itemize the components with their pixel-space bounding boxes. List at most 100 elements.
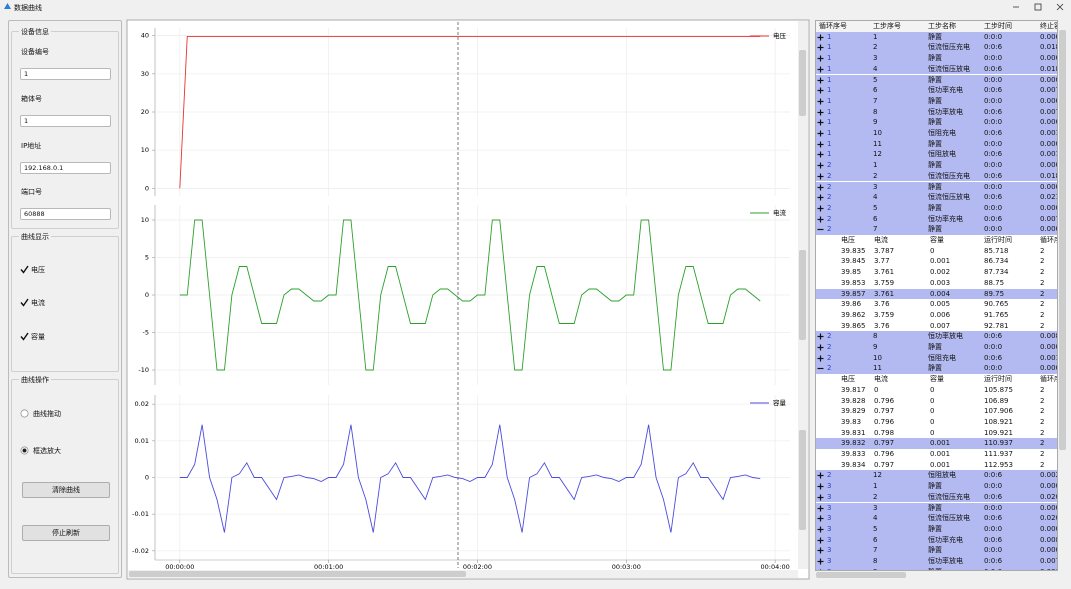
expander[interactable] (817, 98, 824, 105)
text-input[interactable]: 1 (20, 68, 111, 80)
expander[interactable] (817, 55, 824, 62)
step-row[interactable]: 1 8 恒功率放电 0:0:6 0.007 (816, 106, 1057, 118)
expander[interactable] (817, 44, 824, 51)
step-row[interactable]: 1 3 静置 0:0:0 0.000 (816, 53, 1057, 64)
expander[interactable] (817, 226, 824, 233)
step-row[interactable]: 1 5 静置 0:0:0 0.000 (816, 74, 1057, 86)
detail-row[interactable]: 39.834 0.797 0.001 112.953 2 (816, 459, 1057, 471)
scroll-thumb[interactable] (799, 430, 806, 530)
step-row[interactable]: 2 4 恒流恒压放电 0:0:6 0.021 (816, 192, 1057, 203)
expander[interactable] (817, 205, 824, 212)
detail-row[interactable]: 39.865 3.76 0.007 92.781 2 (816, 320, 1057, 332)
expander[interactable] (817, 483, 824, 490)
expander[interactable] (817, 151, 824, 158)
step-row[interactable]: 1 4 恒流恒压放电 0:0:6 0.018 (816, 63, 1057, 75)
text-input[interactable]: 60888 (20, 208, 111, 220)
expander[interactable] (817, 515, 824, 522)
step-row[interactable]: 1 10 恒阻充电 0:0:6 0.001 (816, 128, 1057, 139)
step-row[interactable]: 1 1 静置 0:0:0 0.000 (816, 31, 1057, 43)
text-input[interactable]: 1 (20, 115, 111, 127)
expander[interactable] (817, 526, 824, 533)
step-row[interactable]: 2 11 静置 0:0:0 0.000 (816, 363, 1057, 375)
button[interactable]: 清除曲线 (22, 482, 110, 498)
step-row[interactable]: 2 1 静置 0:0:0 0.000 (816, 160, 1057, 171)
expander[interactable] (817, 34, 824, 41)
expander[interactable] (817, 505, 824, 512)
scroll-thumb[interactable] (1059, 30, 1066, 450)
step-row[interactable]: 1 12 恒阻放电 0:0:6 0.001 (816, 149, 1057, 161)
expander[interactable] (817, 365, 824, 372)
expander[interactable] (817, 173, 824, 180)
expander[interactable] (817, 494, 824, 501)
detail-row[interactable]: 39.817 0 0 105.875 2 (816, 384, 1057, 396)
scroll-thumb[interactable] (816, 572, 906, 578)
step-row[interactable]: 3 7 静置 0:0:0 0.000 (816, 545, 1057, 556)
detail-row[interactable]: 39.83 0.796 0 108.921 2 (816, 416, 1057, 428)
expander[interactable] (817, 130, 824, 137)
detail-row[interactable]: 39.845 3.77 0.001 86.734 2 (816, 256, 1057, 268)
expander[interactable] (817, 344, 824, 351)
step-row[interactable]: 2 7 静置 0:0:0 0.000 (816, 224, 1057, 235)
expander[interactable] (817, 77, 824, 84)
detail-row[interactable]: 39.832 0.797 0.001 110.937 2 (816, 438, 1057, 449)
detail-row[interactable]: 39.833 0.796 0.001 111.937 2 (816, 449, 1057, 460)
step-row[interactable]: 2 9 静置 0:0:0 0.000 (816, 342, 1057, 353)
detail-row[interactable]: 39.85 3.761 0.002 87.734 2 (816, 267, 1057, 278)
step-row[interactable]: 2 10 恒阻充电 0:0:6 0.001 (816, 352, 1057, 364)
step-row[interactable]: 3 5 静置 0:0:0 0.000 (816, 523, 1057, 535)
checkbox[interactable] (20, 332, 29, 341)
step-row[interactable]: 1 2 恒流恒压充电 0:0:6 0.018 (816, 42, 1057, 54)
detail-row[interactable]: 39.857 3.761 0.004 89.75 2 (816, 288, 1057, 300)
step-row[interactable]: 2 2 恒流恒压充电 0:0:6 0.018 (816, 170, 1057, 182)
expander[interactable] (817, 355, 824, 362)
expander[interactable] (817, 119, 824, 126)
step-row[interactable]: 2 8 恒功率放电 0:0:6 0.008 (816, 331, 1057, 342)
step-row[interactable]: 3 2 恒流恒压充电 0:0:6 0.020 (816, 491, 1057, 503)
expander[interactable] (817, 66, 824, 73)
detail-row[interactable]: 39.862 3.759 0.006 91.765 2 (816, 309, 1057, 321)
expander[interactable] (817, 141, 824, 148)
expander[interactable] (817, 194, 824, 201)
detail-row[interactable]: 39.835 3.787 0 85.718 2 (816, 245, 1057, 257)
expander[interactable] (817, 547, 824, 554)
expander[interactable] (817, 216, 824, 223)
detail-row[interactable]: 39.853 3.759 0.003 88.75 2 (816, 277, 1057, 289)
checkbox[interactable] (20, 265, 29, 274)
step-row[interactable]: 2 12 恒阻放电 0:0:6 0.002 (816, 470, 1057, 482)
step-row[interactable]: 2 6 恒功率充电 0:0:6 0.007 (816, 213, 1057, 225)
checkbox[interactable] (20, 298, 29, 307)
radio[interactable] (20, 409, 29, 418)
detail-row[interactable]: 39.831 0.798 0 109.921 2 (816, 427, 1057, 439)
step-row[interactable]: 3 8 恒功率放电 0:0:6 0.007 (816, 556, 1057, 567)
expander[interactable] (817, 162, 824, 169)
step-row[interactable]: 2 5 静置 0:0:0 0.000 (816, 202, 1057, 214)
window-controls[interactable] (1010, 2, 1068, 12)
detail-row[interactable]: 39.86 3.76 0.005 90.765 2 (816, 299, 1057, 310)
scroll-thumb[interactable] (799, 50, 806, 116)
expander[interactable] (817, 333, 824, 340)
detail-row[interactable]: 39.829 0.797 0 107.906 2 (816, 406, 1057, 417)
scrollbar[interactable] (815, 571, 1058, 579)
expander[interactable] (817, 558, 824, 565)
expander[interactable] (817, 109, 824, 116)
detail-row[interactable]: 39.828 0.796 0 106.89 2 (816, 395, 1057, 407)
expander[interactable] (817, 537, 824, 544)
expander[interactable] (817, 87, 824, 94)
step-row[interactable]: 3 1 静置 0:0:0 0.000 (816, 481, 1057, 492)
step-row[interactable]: 1 9 静置 0:0:0 0.000 (816, 117, 1057, 128)
step-row[interactable]: 3 4 恒流恒压放电 0:0:6 0.020 (816, 513, 1057, 524)
scroll-thumb[interactable] (799, 250, 806, 340)
step-row[interactable]: 3 6 恒功率充电 0:0:6 0.008 (816, 534, 1057, 546)
step-row[interactable]: 2 3 静置 0:0:0 0.000 (816, 181, 1057, 193)
expander[interactable] (817, 472, 824, 479)
text-input[interactable]: 192.168.0.1 (20, 162, 111, 174)
step-row[interactable]: 3 9 静置 0:0:0 0.000 (816, 566, 1057, 570)
step-row[interactable]: 1 7 静置 0:0:0 0.000 (816, 95, 1057, 107)
scroll-thumb[interactable] (129, 571, 466, 577)
radio[interactable] (20, 446, 29, 455)
step-row[interactable]: 3 3 静置 0:0:0 0.000 (816, 502, 1057, 514)
step-row[interactable]: 1 6 恒功率充电 0:0:6 0.007 (816, 85, 1057, 96)
expander[interactable] (817, 184, 824, 191)
button[interactable]: 停止刷新 (22, 525, 110, 541)
